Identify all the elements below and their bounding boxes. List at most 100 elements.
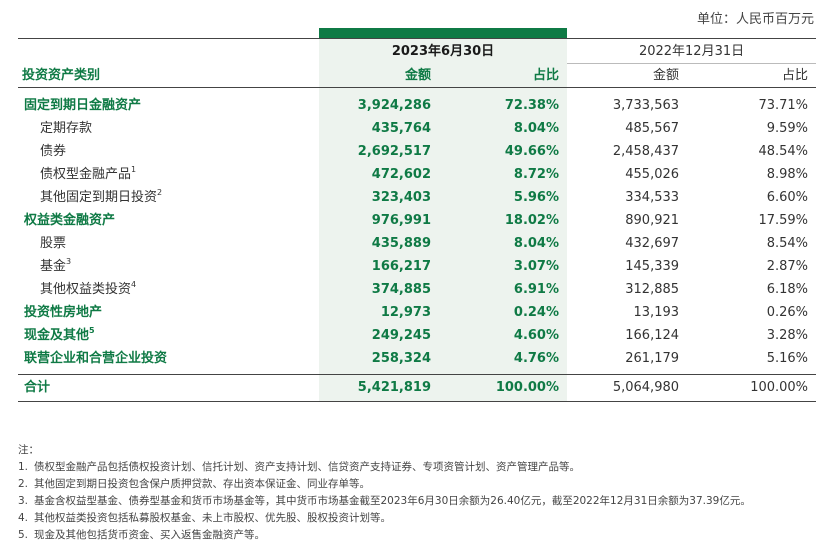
total-row: 合计 5,421,819 100.00% 5,064,980 100.00% — [18, 374, 817, 402]
cur-ratio: 6.91% — [439, 278, 568, 301]
footnote-marker: 5 — [89, 326, 95, 335]
pri-ratio: 48.54% — [758, 144, 809, 159]
note-text: 其他固定到期日投资包含保户质押贷款、存出资本保证金、同业存单等。 — [34, 478, 370, 490]
cur-ratio: 5.96% — [439, 186, 568, 209]
pri-amount: 432,697 — [625, 236, 680, 251]
cur-amount: 374,885 — [319, 278, 439, 301]
table-row: 基金3 166,217 3.07% 145,339 2.87% — [18, 255, 816, 278]
cur-ratio: 72.38% — [439, 87, 568, 117]
row-label: 现金及其他 — [24, 328, 90, 343]
pri-amount: 3,733,563 — [612, 98, 680, 113]
table-row: 债权型金融产品1 472,602 8.72% 455,026 8.98% — [18, 163, 816, 186]
table-row: 定期存款 435,764 8.04% 485,567 9.59% — [18, 117, 816, 140]
current-period-accent-bar — [319, 28, 567, 38]
row-label: 投资性房地产 — [24, 305, 103, 320]
total-cur-amount: 5,421,819 — [319, 374, 439, 402]
header-period-current: 2023年6月30日 — [319, 39, 568, 64]
pri-amount: 13,193 — [633, 305, 680, 320]
note-number: 3. — [18, 495, 29, 507]
pri-ratio: 73.71% — [758, 98, 809, 113]
table-top-rule — [18, 38, 816, 39]
unit-label: 单位：人民币百万元 — [696, 12, 814, 27]
footnote-marker: 1 — [131, 165, 137, 174]
cur-amount: 12,973 — [319, 301, 439, 324]
cur-ratio: 3.07% — [439, 255, 568, 278]
cur-ratio: 18.02% — [439, 209, 568, 232]
cur-ratio: 4.76% — [439, 347, 568, 375]
cur-ratio: 4.60% — [439, 324, 568, 347]
pri-amount: 334,533 — [625, 190, 680, 205]
pri-amount: 261,179 — [625, 351, 680, 366]
cur-amount: 435,764 — [319, 117, 439, 140]
row-label: 固定到期日金融资产 — [24, 98, 142, 113]
pri-ratio: 9.59% — [766, 121, 809, 136]
cur-ratio: 8.72% — [439, 163, 568, 186]
pri-amount: 2,458,437 — [612, 144, 680, 159]
cur-ratio: 8.04% — [439, 232, 568, 255]
row-label: 其他固定到期日投资 — [40, 190, 158, 205]
header-cur-amount: 金额 — [319, 63, 439, 88]
footnote-marker: 3 — [66, 257, 72, 266]
row-label: 基金 — [40, 259, 67, 274]
header-row-periods: 2023年6月30日 2022年12月31日 — [18, 39, 817, 64]
header-cur-ratio: 占比 — [439, 63, 568, 88]
cur-ratio: 49.66% — [439, 140, 568, 163]
pri-ratio: 6.18% — [766, 282, 809, 297]
cur-amount: 3,924,286 — [319, 87, 439, 117]
pri-ratio: 17.59% — [758, 213, 809, 228]
cur-amount: 2,692,517 — [319, 140, 439, 163]
footnotes: 注： 1. 债权型金融产品包括债权投资计划、信托计划、资产支持计划、信贷资产支持证… — [18, 442, 751, 544]
footnote-marker: 4 — [131, 280, 137, 289]
table-row: 联营企业和合营企业投资 258,324 4.76% 261,179 5.16% — [18, 347, 816, 375]
total-cur-ratio: 100.00% — [439, 374, 568, 402]
cur-ratio: 0.24% — [439, 301, 568, 324]
cur-amount: 976,991 — [319, 209, 439, 232]
note-text: 基金含权益型基金、债券型基金和货币市场基金等，其中货币市场基金截至2023年6月… — [34, 495, 751, 507]
table-row: 固定到期日金融资产 3,924,286 72.38% 3,733,563 73.… — [18, 87, 816, 117]
table-row: 现金及其他5 249,245 4.60% 166,124 3.28% — [18, 324, 816, 347]
cur-amount: 166,217 — [319, 255, 439, 278]
pri-amount: 455,026 — [625, 167, 680, 182]
header-pri-ratio: 占比 — [687, 63, 817, 88]
cur-amount: 258,324 — [319, 347, 439, 375]
row-label: 权益类金融资产 — [24, 213, 116, 228]
note-text: 其他权益类投资包括私募股权基金、未上市股权、优先股、股权投资计划等。 — [34, 512, 391, 524]
row-label: 其他权益类投资 — [40, 282, 132, 297]
cur-amount: 435,889 — [319, 232, 439, 255]
cur-amount: 472,602 — [319, 163, 439, 186]
cur-amount: 249,245 — [319, 324, 439, 347]
note-item: 2. 其他固定到期日投资包含保户质押贷款、存出资本保证金、同业存单等。 — [18, 476, 751, 493]
pri-ratio: 6.60% — [766, 190, 809, 205]
pri-ratio: 2.87% — [766, 259, 809, 274]
total-pri-amount: 5,064,980 — [567, 374, 688, 402]
total-label: 合计 — [18, 374, 319, 402]
pri-ratio: 8.98% — [766, 167, 809, 182]
table-row: 其他权益类投资4 374,885 6.91% 312,885 6.18% — [18, 278, 816, 301]
note-item: 3. 基金含权益型基金、债券型基金和货币市场基金等，其中货币市场基金截至2023年… — [18, 493, 751, 510]
header-period-prior: 2022年12月31日 — [567, 39, 817, 64]
note-item: 1. 债权型金融产品包括债权投资计划、信托计划、资产支持计划、信贷资产支持证券、专… — [18, 459, 751, 476]
pri-ratio: 5.16% — [766, 351, 809, 366]
header-category: 投资资产类别 — [18, 63, 319, 88]
pri-amount: 166,124 — [625, 328, 680, 343]
row-label: 债券 — [40, 144, 67, 159]
notes-title: 注： — [18, 444, 39, 456]
note-number: 5. — [18, 529, 29, 541]
total-pri-ratio: 100.00% — [687, 374, 817, 402]
table-row: 债券 2,692,517 49.66% 2,458,437 48.54% — [18, 140, 816, 163]
cur-ratio: 8.04% — [439, 117, 568, 140]
table-row: 权益类金融资产 976,991 18.02% 890,921 17.59% — [18, 209, 816, 232]
pri-amount: 890,921 — [625, 213, 680, 228]
note-text: 债权型金融产品包括债权投资计划、信托计划、资产支持计划、信贷资产支持证券、专项资… — [34, 461, 580, 473]
note-item: 4. 其他权益类投资包括私募股权基金、未上市股权、优先股、股权投资计划等。 — [18, 510, 751, 527]
cur-amount: 323,403 — [319, 186, 439, 209]
note-number: 4. — [18, 512, 29, 524]
row-label: 股票 — [40, 236, 67, 251]
note-number: 1. — [18, 461, 29, 473]
pri-ratio: 0.26% — [766, 305, 809, 320]
pri-amount: 485,567 — [625, 121, 680, 136]
header-row-columns: 投资资产类别 金额 占比 金额 占比 — [18, 63, 817, 88]
pri-ratio: 8.54% — [766, 236, 809, 251]
table-row: 股票 435,889 8.04% 432,697 8.54% — [18, 232, 816, 255]
row-label: 定期存款 — [40, 121, 93, 136]
